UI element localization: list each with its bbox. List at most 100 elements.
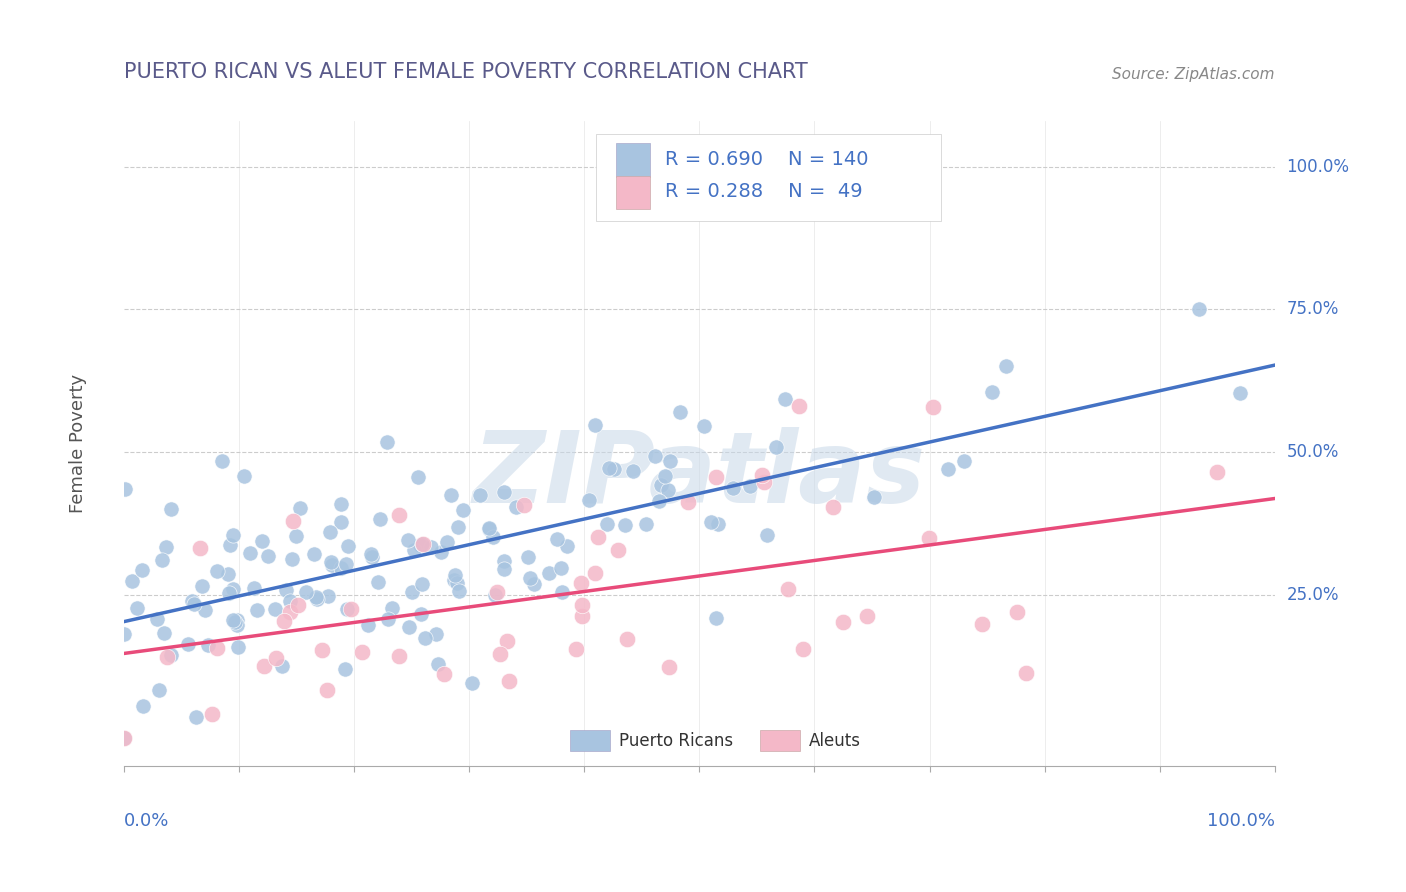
Point <box>159 501 181 516</box>
Point <box>953 453 976 467</box>
Point <box>316 683 339 698</box>
Point <box>222 582 245 596</box>
Point <box>478 521 501 535</box>
Point <box>482 530 505 544</box>
Point <box>284 528 307 542</box>
Point <box>243 582 266 596</box>
Point <box>585 417 607 432</box>
Point <box>668 404 690 418</box>
Text: Aleuts: Aleuts <box>808 731 860 749</box>
Point <box>440 488 463 502</box>
Point <box>447 584 470 599</box>
Point <box>425 627 447 641</box>
Point <box>336 539 359 553</box>
Point <box>305 591 328 606</box>
Point <box>150 553 173 567</box>
Point <box>648 494 671 508</box>
Point <box>692 419 714 434</box>
Text: PUERTO RICAN VS ALEUT FEMALE POVERTY CORRELATION CHART: PUERTO RICAN VS ALEUT FEMALE POVERTY COR… <box>124 62 807 82</box>
Point <box>523 577 546 591</box>
Point <box>644 449 666 463</box>
Point <box>222 613 245 627</box>
Point <box>205 641 228 656</box>
Point <box>565 641 588 656</box>
Point <box>443 573 465 587</box>
Point <box>180 594 202 608</box>
Point <box>155 540 177 554</box>
FancyBboxPatch shape <box>616 176 650 210</box>
Point <box>321 555 343 569</box>
Point <box>443 568 465 582</box>
Point <box>302 547 325 561</box>
Point <box>360 550 382 565</box>
Point <box>288 500 311 515</box>
Point <box>197 638 219 652</box>
Point <box>357 618 380 632</box>
Point <box>280 552 302 566</box>
Point <box>330 516 353 530</box>
FancyBboxPatch shape <box>571 730 610 751</box>
Point <box>634 517 657 532</box>
Point <box>411 577 433 591</box>
Point <box>271 659 294 673</box>
Point <box>980 384 1002 399</box>
Point <box>498 674 520 689</box>
Point <box>659 454 682 468</box>
Point <box>700 515 723 529</box>
Point <box>752 475 775 490</box>
Point <box>311 643 333 657</box>
Point <box>388 508 411 522</box>
Text: Female Poverty: Female Poverty <box>69 374 87 513</box>
Point <box>184 710 207 724</box>
Point <box>571 608 593 623</box>
Point <box>546 533 568 547</box>
Text: Source: ZipAtlas.com: Source: ZipAtlas.com <box>1112 67 1275 82</box>
Point <box>367 574 389 589</box>
Point <box>201 707 224 722</box>
Point <box>191 579 214 593</box>
Point <box>233 469 256 483</box>
Point <box>278 606 301 620</box>
Point <box>413 631 436 645</box>
Point <box>650 478 672 492</box>
Point <box>657 483 679 497</box>
Point <box>419 540 441 554</box>
Point <box>335 557 357 571</box>
Point <box>657 660 679 674</box>
Point <box>492 554 515 568</box>
Point <box>921 400 943 414</box>
Point <box>863 490 886 504</box>
Point <box>316 590 339 604</box>
FancyBboxPatch shape <box>616 144 650 177</box>
Point <box>281 514 304 528</box>
Point <box>402 543 425 558</box>
Point <box>112 731 135 745</box>
Point <box>486 585 509 599</box>
Point <box>329 497 352 511</box>
Point <box>1187 302 1209 317</box>
Text: 75.0%: 75.0% <box>1286 301 1339 318</box>
Point <box>156 650 179 665</box>
Point <box>239 546 262 560</box>
Point <box>224 615 246 629</box>
Point <box>409 538 432 552</box>
Point <box>218 586 240 600</box>
Point <box>436 535 458 549</box>
Point <box>426 657 449 671</box>
Point <box>375 435 398 450</box>
Point <box>398 620 420 634</box>
Point <box>972 617 994 632</box>
Point <box>193 603 215 617</box>
Point <box>280 594 302 608</box>
Point <box>1229 386 1251 401</box>
Point <box>388 648 411 663</box>
Point <box>516 549 538 564</box>
Point <box>360 547 382 561</box>
Point <box>557 539 579 553</box>
Point <box>188 541 211 555</box>
Point <box>381 600 404 615</box>
Point <box>551 585 574 599</box>
Point <box>723 481 745 495</box>
Text: ZIPatlas: ZIPatlas <box>472 427 927 524</box>
Point <box>225 613 247 627</box>
